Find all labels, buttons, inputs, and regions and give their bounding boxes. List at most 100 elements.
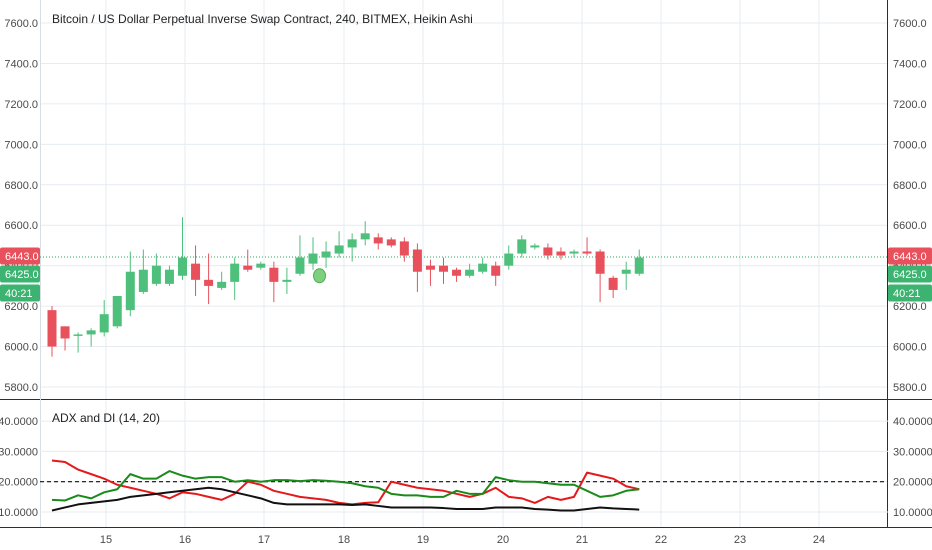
candle-body (308, 253, 318, 264)
y-tick-label-left: 7400.0 (4, 58, 38, 70)
y-tick-label-right: 6800.0 (893, 180, 927, 192)
y-tick-label-right: 10.0000 (893, 507, 932, 519)
candle-body (47, 310, 57, 347)
x-tick-label: 19 (417, 534, 429, 546)
x-tick-label: 17 (258, 534, 270, 546)
candle-body (582, 251, 592, 254)
y-tick-label-left: 40.0000 (0, 416, 38, 428)
y-tick-label-left: 7200.0 (4, 99, 38, 111)
price-badge-label: 6443.0 (893, 251, 927, 263)
time-x-axis: 15 16 17 18 19 20 21 22 23 24 (100, 534, 825, 546)
price-badge-bg (888, 265, 932, 283)
candle-body (256, 263, 266, 268)
price-badges: 6443.0 6443.0 6425.0 6425.0 40:21 40:21 (0, 247, 932, 302)
candle-body (465, 269, 475, 276)
candle-body (86, 330, 96, 335)
indicator-title: ADX and DI (14, 20) (52, 411, 160, 425)
y-tick-label-left: 6600.0 (4, 220, 38, 232)
candle-body (595, 251, 605, 274)
y-tick-label-right: 5800.0 (893, 382, 927, 394)
candle-body (178, 257, 187, 276)
y-tick-label-left: 5800.0 (4, 382, 38, 394)
y-tick-label-right: 7000.0 (893, 139, 927, 151)
y-tick-label-left: 10.0000 (0, 507, 38, 519)
y-tick-label-left: 7000.0 (4, 139, 38, 151)
y-tick-label-left: 6000.0 (4, 342, 38, 354)
candle-body (125, 271, 135, 311)
candle-body (60, 326, 70, 339)
indicator-line-0 (51, 459, 640, 506)
price-badge-label: 6425.0 (5, 269, 39, 281)
candle-body (243, 265, 253, 270)
candle-body (164, 269, 174, 284)
candle-body (478, 263, 488, 272)
y-tick-label-right: 30.0000 (893, 446, 932, 458)
candle-body (373, 237, 383, 244)
x-tick-label: 24 (813, 534, 825, 546)
y-tick-label-left: 7600.0 (4, 18, 38, 30)
y-tick-label-left: 6800.0 (4, 180, 38, 192)
x-tick-label: 22 (655, 534, 667, 546)
candle-body (73, 334, 83, 336)
candle-body (138, 269, 148, 292)
price-y-axis: 5800.05800.06000.06000.06200.06200.06400… (4, 18, 926, 394)
main-price-grid (0, 0, 932, 528)
price-badge-label: 6443.0 (5, 251, 39, 263)
price-badge-bg (0, 284, 40, 302)
indicator-line-2 (51, 486, 640, 512)
candle-body (204, 279, 214, 286)
y-tick-label-left: 30.0000 (0, 446, 38, 458)
indicator-y-axis: 10.0000 10.0000 20.0000 20.0000 30.0000 30.00… (0, 416, 932, 519)
x-tick-label: 16 (179, 534, 191, 546)
candle-body (321, 251, 331, 258)
candle-body (386, 239, 396, 246)
y-tick-label-right: 7400.0 (893, 58, 927, 70)
candle-body (634, 257, 644, 274)
y-tick-label-left: 6200.0 (4, 301, 38, 313)
candle-body (491, 265, 501, 276)
candle-body (191, 263, 201, 280)
y-tick-label-right: 6600.0 (893, 220, 927, 232)
y-tick-label-right: 6200.0 (893, 301, 927, 313)
candle-body (621, 269, 631, 274)
candle-body (504, 253, 514, 266)
x-tick-label: 20 (497, 534, 509, 546)
candle-body (608, 277, 618, 290)
x-tick-label: 21 (576, 534, 588, 546)
candle-body (347, 239, 357, 248)
chart-title: Bitcoin / US Dollar Perpetual Inverse Sw… (52, 12, 473, 26)
y-tick-label-right: 40.0000 (893, 416, 932, 428)
y-tick-label-right: 6000.0 (893, 342, 927, 354)
candle-body (269, 267, 279, 282)
x-tick-label: 18 (338, 534, 350, 546)
y-tick-label-right: 7600.0 (893, 18, 927, 30)
candle-body (412, 249, 422, 272)
candle-body (217, 281, 227, 288)
signal-marker (313, 268, 327, 284)
candle-body (360, 233, 370, 240)
candle-body (452, 269, 462, 276)
candle-body (295, 257, 305, 274)
y-tick-label-right: 7200.0 (893, 99, 927, 111)
y-tick-label-left: 20.0000 (0, 477, 38, 489)
candle-body (334, 245, 344, 254)
candle-body (425, 265, 435, 270)
indicator-series (40, 459, 888, 512)
candle-body (399, 241, 409, 256)
candle-body (230, 263, 240, 282)
candlestick-series (40, 217, 888, 357)
candle-body (569, 251, 579, 254)
candle-body (556, 251, 566, 256)
x-tick-label: 15 (100, 534, 112, 546)
candle-body (112, 296, 122, 327)
candle-body (530, 245, 540, 248)
price-badge-label: 40:21 (893, 288, 921, 300)
price-badge-bg (888, 284, 932, 302)
candle-body (151, 265, 161, 284)
price-badge-label: 6425.0 (893, 269, 927, 281)
price-badge-label: 40:21 (5, 288, 33, 300)
candle-body (517, 239, 527, 254)
price-badge-bg (0, 247, 40, 265)
